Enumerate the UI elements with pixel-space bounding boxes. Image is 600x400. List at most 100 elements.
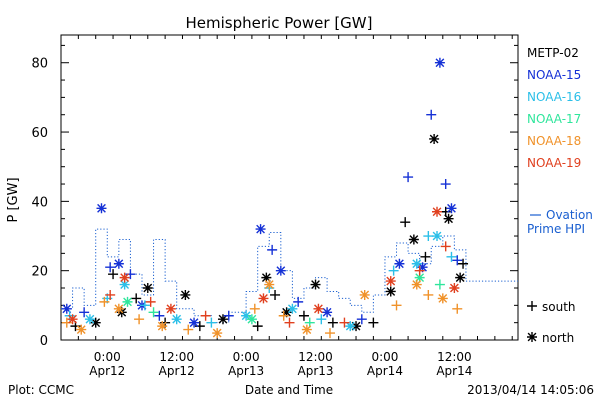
plot-frame bbox=[60, 34, 519, 341]
data-point-noaa-17 bbox=[148, 307, 159, 318]
data-point-noaa-16 bbox=[423, 231, 434, 242]
data-point-metp-02 bbox=[368, 317, 379, 328]
footer-plot-credit: Plot: CCMC bbox=[8, 383, 74, 397]
data-point-noaa-15 bbox=[113, 258, 124, 269]
data-point-noaa-18 bbox=[264, 279, 275, 290]
data-point-noaa-16 bbox=[388, 265, 399, 276]
x-tick-date-label: Apr12 bbox=[89, 364, 125, 378]
data-point-noaa-17 bbox=[434, 279, 445, 290]
data-point-metp-02 bbox=[298, 310, 309, 321]
data-point-noaa-15 bbox=[105, 262, 116, 273]
data-point-noaa-19 bbox=[385, 276, 396, 287]
data-point-noaa-16 bbox=[411, 258, 422, 269]
data-point-noaa-18 bbox=[76, 324, 87, 335]
legend-item: NOAA-15 bbox=[527, 68, 581, 82]
data-point-metp-02 bbox=[217, 314, 228, 325]
footer-timestamp: 2013/04/14 14:05:06 bbox=[467, 383, 594, 397]
x-tick-label: 12:00 bbox=[437, 350, 472, 364]
data-point-noaa-18 bbox=[157, 321, 168, 332]
legend-north-marker bbox=[527, 332, 537, 342]
data-point-noaa-19 bbox=[440, 241, 451, 252]
data-point-noaa-19 bbox=[119, 272, 130, 283]
x-tick-date-label: Apr14 bbox=[367, 364, 403, 378]
data-point-noaa-19 bbox=[284, 317, 295, 328]
data-point-metp-02 bbox=[261, 272, 272, 283]
x-tick-label: 12:00 bbox=[298, 350, 333, 364]
data-point-noaa-15 bbox=[434, 57, 445, 68]
y-tick-label: 80 bbox=[31, 57, 48, 72]
x-tick-label: 0:00 bbox=[233, 350, 260, 364]
chart-title: Hemispheric Power [GW] bbox=[186, 14, 373, 32]
data-point-noaa-18 bbox=[391, 300, 402, 311]
data-point-noaa-16 bbox=[84, 314, 95, 325]
data-point-metp-02 bbox=[400, 217, 411, 228]
data-point-noaa-15 bbox=[356, 314, 367, 325]
data-point-noaa-18 bbox=[437, 293, 448, 304]
data-point-noaa-16 bbox=[446, 251, 457, 262]
data-point-noaa-18 bbox=[423, 289, 434, 300]
legend-south-marker bbox=[527, 301, 537, 311]
data-point-noaa-16 bbox=[432, 231, 443, 242]
data-point-metp-02 bbox=[455, 272, 466, 283]
data-point-noaa-19 bbox=[414, 265, 425, 276]
data-point-metp-02 bbox=[252, 321, 263, 332]
legend-ovation-label: Ovation bbox=[546, 208, 593, 222]
data-point-noaa-18 bbox=[411, 279, 422, 290]
data-point-noaa-18 bbox=[324, 328, 335, 339]
data-point-noaa-16 bbox=[345, 321, 356, 332]
data-point-noaa-16 bbox=[241, 310, 252, 321]
legend-item: NOAA-19 bbox=[527, 156, 581, 170]
data-point-metp-02 bbox=[131, 293, 142, 304]
data-point-noaa-15 bbox=[154, 310, 165, 321]
legend: METP-02 NOAA-15 NOAA-16 NOAA-17 NOAA-18 NOAA-… bbox=[527, 46, 593, 345]
data-point-noaa-15 bbox=[426, 109, 437, 120]
data-point-metp-02 bbox=[108, 269, 119, 280]
data-point-noaa-19 bbox=[165, 303, 176, 314]
data-point-metp-02 bbox=[327, 317, 338, 328]
plot-area: 0204060800:00Apr1212:00Apr120:00Apr1312:… bbox=[31, 34, 537, 378]
x-tick-label: 12:00 bbox=[159, 350, 194, 364]
legend-item: METP-02 bbox=[527, 46, 579, 60]
data-point-noaa-19 bbox=[200, 310, 211, 321]
y-tick-label: 0 bbox=[40, 334, 48, 349]
data-point-noaa-15 bbox=[275, 265, 286, 276]
data-point-noaa-15 bbox=[79, 307, 90, 318]
legend-item: NOAA-18 bbox=[527, 134, 581, 148]
data-point-noaa-15 bbox=[403, 172, 414, 183]
data-point-noaa-19 bbox=[432, 206, 443, 217]
data-point-metp-02 bbox=[385, 286, 396, 297]
data-point-noaa-15 bbox=[125, 269, 136, 280]
data-point-noaa-18 bbox=[212, 328, 223, 339]
data-point-noaa-15 bbox=[394, 258, 405, 269]
legend-ovation-label-2: Prime HPI bbox=[527, 222, 585, 236]
data-point-noaa-17 bbox=[122, 296, 133, 307]
data-point-noaa-18 bbox=[134, 314, 145, 325]
data-point-noaa-19 bbox=[67, 314, 78, 325]
data-point-noaa-18 bbox=[99, 296, 110, 307]
data-point-noaa-16 bbox=[316, 314, 327, 325]
data-point-noaa-15 bbox=[223, 310, 234, 321]
data-point-metp-02 bbox=[180, 289, 191, 300]
data-point-noaa-16 bbox=[171, 314, 182, 325]
data-point-noaa-18 bbox=[278, 310, 289, 321]
x-tick-label: 0:00 bbox=[371, 350, 398, 364]
data-point-metp-02 bbox=[281, 307, 292, 318]
data-point-noaa-19 bbox=[449, 283, 460, 294]
data-point-noaa-15 bbox=[440, 179, 451, 190]
data-point-metp-02 bbox=[194, 321, 205, 332]
data-point-metp-02 bbox=[310, 279, 321, 290]
data-point-metp-02 bbox=[270, 289, 281, 300]
y-tick-label: 40 bbox=[31, 195, 48, 210]
data-point-noaa-15 bbox=[322, 307, 333, 318]
data-point-noaa-18 bbox=[61, 317, 72, 328]
data-point-noaa-16 bbox=[119, 279, 130, 290]
x-tick-date-label: Apr12 bbox=[159, 364, 195, 378]
data-point-noaa-15 bbox=[255, 224, 266, 235]
data-point-metp-02 bbox=[142, 283, 153, 294]
data-point-noaa-19 bbox=[258, 293, 269, 304]
x-tick-label: 0:00 bbox=[94, 350, 121, 364]
data-point-metp-02 bbox=[420, 251, 431, 262]
data-point-noaa-18 bbox=[113, 303, 124, 314]
data-point-noaa-15 bbox=[446, 203, 457, 214]
